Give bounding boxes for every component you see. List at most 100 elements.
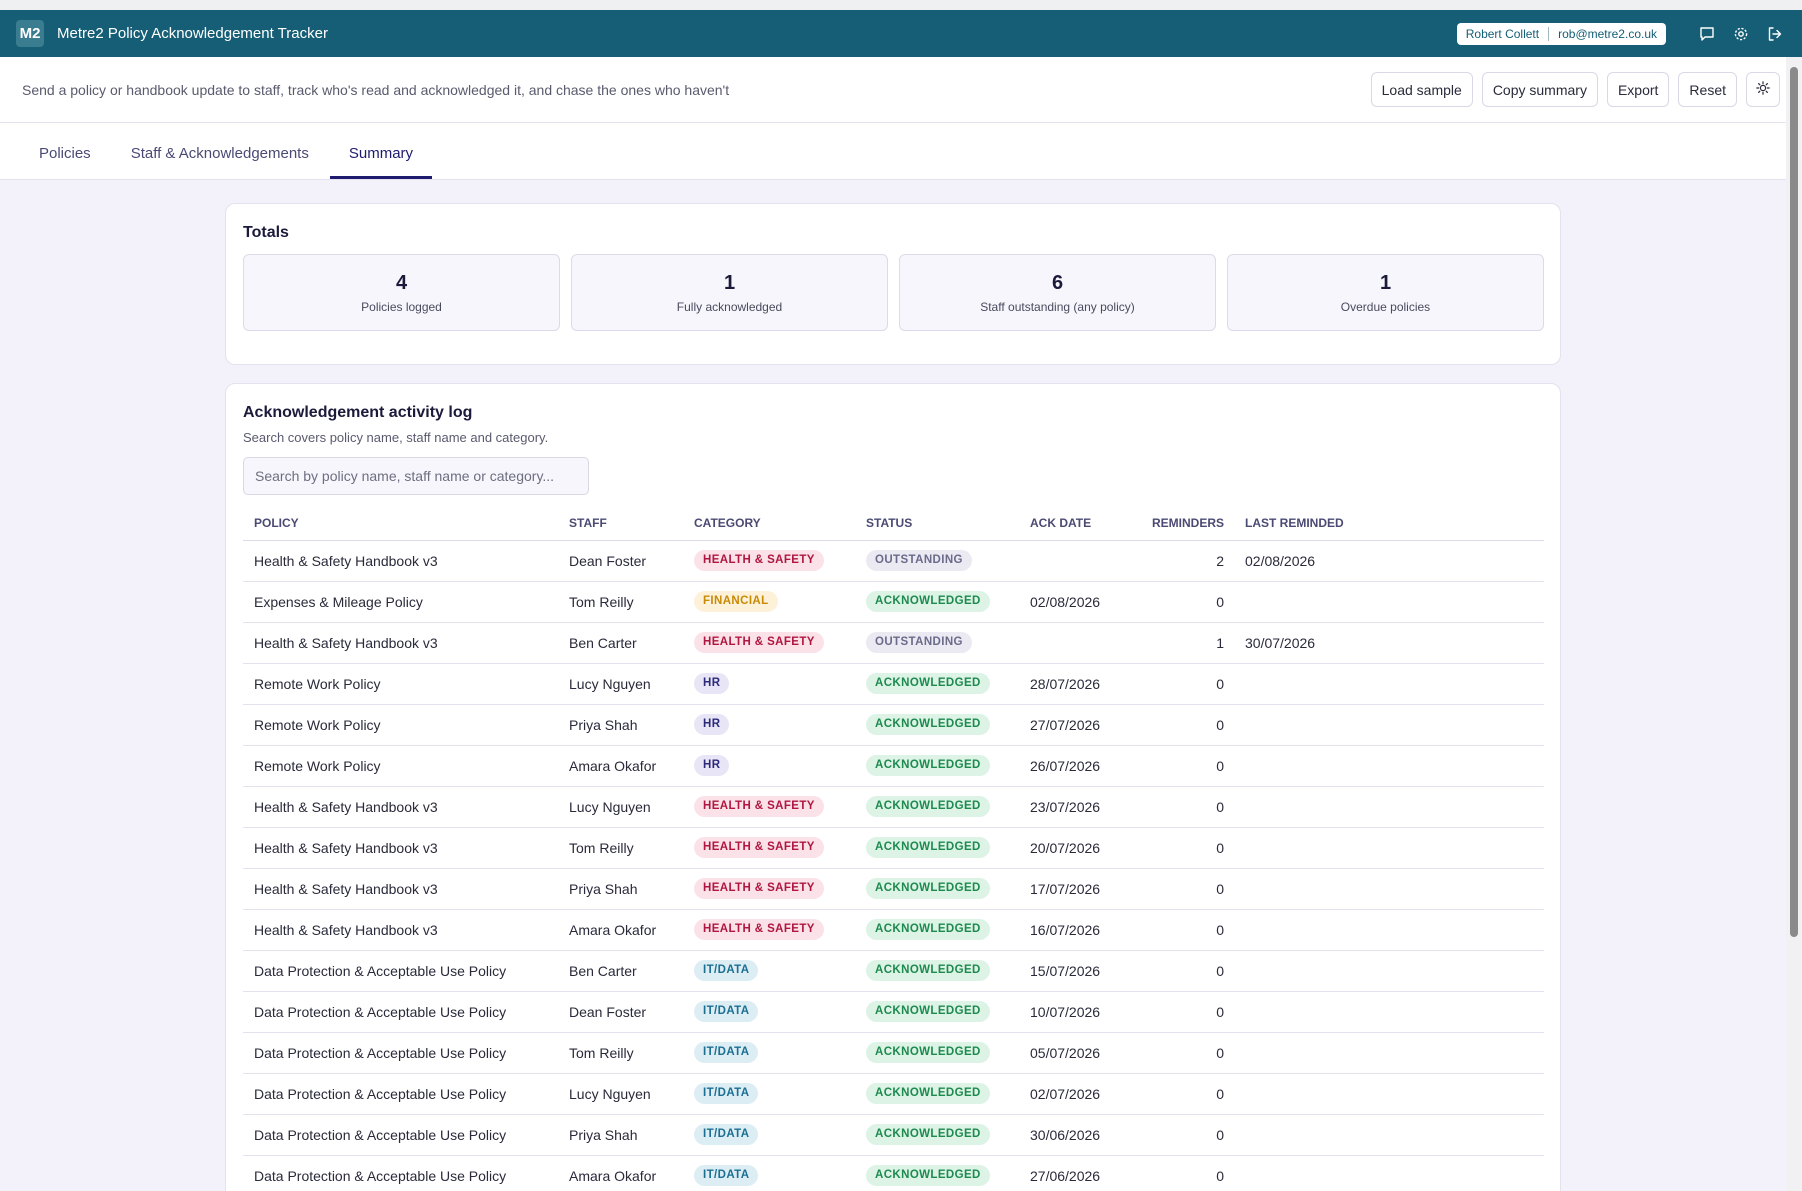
table-row[interactable]: Health & Safety Handbook v3 Tom Reilly HEA… <box>243 827 1544 869</box>
page-scrollbar[interactable] <box>1786 57 1802 1191</box>
table-row[interactable]: Remote Work Policy Amara Okafor HR ACKNOWLE… <box>243 745 1544 787</box>
status-badge: ACKNOWLEDGED <box>866 1083 990 1104</box>
cell-ack-date: 15/07/2026 <box>1019 950 1127 992</box>
stat-label: Overdue policies <box>1340 300 1431 314</box>
cell-policy: Health & Safety Handbook v3 <box>243 827 558 869</box>
stat-fully-acknowledged: 1 Fully acknowledged <box>571 254 888 331</box>
cell-last-reminded <box>1234 827 1544 869</box>
cell-policy: Remote Work Policy <box>243 704 558 746</box>
cell-policy: Remote Work Policy <box>243 663 558 705</box>
cell-last-reminded <box>1234 991 1544 1033</box>
column-header-staff[interactable]: STAFF <box>558 506 683 541</box>
cell-last-reminded <box>1234 704 1544 746</box>
table-row[interactable]: Data Protection & Acceptable Use Policy A… <box>243 1155 1544 1191</box>
cell-policy: Data Protection & Acceptable Use Policy <box>243 1032 558 1074</box>
cell-category: HEALTH & SAFETY <box>683 909 855 951</box>
chat-icon[interactable] <box>1696 23 1718 45</box>
table-row[interactable]: Health & Safety Handbook v3 Amara Okafor H… <box>243 909 1544 951</box>
scrollbar-thumb[interactable] <box>1790 67 1798 937</box>
table-row[interactable]: Data Protection & Acceptable Use Policy D… <box>243 991 1544 1033</box>
column-header-ack-date[interactable]: ACK DATE <box>1019 506 1127 541</box>
cell-reminders: 0 <box>1127 991 1234 1033</box>
cell-ack-date: 02/08/2026 <box>1019 581 1127 623</box>
copy-summary-button[interactable]: Copy summary <box>1481 72 1598 107</box>
cell-staff: Dean Foster <box>558 540 683 582</box>
table-row[interactable]: Remote Work Policy Lucy Nguyen HR ACKNOWLED… <box>243 663 1544 705</box>
cell-status: ACKNOWLEDGED <box>855 950 1019 992</box>
table-row[interactable]: Data Protection & Acceptable Use Policy T… <box>243 1032 1544 1074</box>
cell-staff: Tom Reilly <box>558 827 683 869</box>
reset-button[interactable]: Reset <box>1678 72 1737 107</box>
cell-ack-date: 16/07/2026 <box>1019 909 1127 951</box>
cell-staff: Amara Okafor <box>558 1155 683 1191</box>
column-header-reminders[interactable]: REMINDERS <box>1127 506 1234 541</box>
column-header-last-reminded[interactable]: LAST REMINDED <box>1234 506 1544 541</box>
table-row[interactable]: Health & Safety Handbook v3 Ben Carter HEA… <box>243 622 1544 664</box>
tab-summary[interactable]: Summary <box>329 145 433 179</box>
theme-toggle-button[interactable] <box>1746 72 1780 107</box>
cell-status: ACKNOWLEDGED <box>855 909 1019 951</box>
table-row[interactable]: Data Protection & Acceptable Use Policy P… <box>243 1114 1544 1156</box>
cell-category: HR <box>683 704 855 746</box>
table-row[interactable]: Data Protection & Acceptable Use Policy L… <box>243 1073 1544 1115</box>
logout-icon[interactable] <box>1764 23 1786 45</box>
cell-policy: Data Protection & Acceptable Use Policy <box>243 1155 558 1191</box>
export-button[interactable]: Export <box>1606 72 1670 107</box>
cell-reminders: 0 <box>1127 745 1234 787</box>
cell-reminders: 0 <box>1127 1032 1234 1074</box>
cell-policy: Data Protection & Acceptable Use Policy <box>243 950 558 992</box>
cell-last-reminded <box>1234 786 1544 828</box>
table-row[interactable]: Remote Work Policy Priya Shah HR ACKNOWLEDG… <box>243 704 1544 746</box>
search-hint: Search covers policy name, staff name an… <box>243 430 549 445</box>
stat-label: Fully acknowledged <box>676 300 783 314</box>
search-input[interactable] <box>243 457 589 495</box>
tab-staff-acknowledgements[interactable]: Staff & Acknowledgements <box>130 145 309 162</box>
stat-value: 6 <box>1051 272 1064 294</box>
status-badge: ACKNOWLEDGED <box>866 1001 990 1022</box>
table-row[interactable]: Health & Safety Handbook v3 Priya Shah HEA… <box>243 868 1544 910</box>
tab-policies[interactable]: Policies <box>39 145 91 162</box>
table-row[interactable]: Expenses & Mileage Policy Tom Reilly FINAN… <box>243 581 1544 623</box>
user-email: rob@metre2.co.uk <box>1558 26 1657 41</box>
cell-status: OUTSTANDING <box>855 540 1019 582</box>
cell-category: IT/DATA <box>683 1114 855 1156</box>
cell-last-reminded <box>1234 581 1544 623</box>
column-header-status[interactable]: STATUS <box>855 506 1019 541</box>
category-badge: FINANCIAL <box>694 591 778 612</box>
status-badge: ACKNOWLEDGED <box>866 919 990 940</box>
cell-staff: Tom Reilly <box>558 581 683 623</box>
category-badge: HEALTH & SAFETY <box>694 878 824 899</box>
totals-card: Totals 4 Policies logged 1 Fully acknowl… <box>225 203 1561 365</box>
load-sample-button[interactable]: Load sample <box>1370 72 1473 107</box>
cell-ack-date: 27/06/2026 <box>1019 1155 1127 1191</box>
stat-overdue-policies: 1 Overdue policies <box>1227 254 1544 331</box>
cell-staff: Priya Shah <box>558 868 683 910</box>
table-row[interactable]: Data Protection & Acceptable Use Policy B… <box>243 950 1544 992</box>
cell-status: ACKNOWLEDGED <box>855 1114 1019 1156</box>
gear-icon[interactable] <box>1730 23 1752 45</box>
cell-staff: Tom Reilly <box>558 1032 683 1074</box>
status-badge: ACKNOWLEDGED <box>866 591 990 612</box>
browser-top-strip <box>0 0 1802 10</box>
category-badge: IT/DATA <box>694 1124 759 1145</box>
cell-status: ACKNOWLEDGED <box>855 1032 1019 1074</box>
cell-category: IT/DATA <box>683 1032 855 1074</box>
cell-ack-date: 26/07/2026 <box>1019 745 1127 787</box>
cell-policy: Health & Safety Handbook v3 <box>243 786 558 828</box>
cell-status: ACKNOWLEDGED <box>855 868 1019 910</box>
cell-category: HR <box>683 663 855 705</box>
cell-policy: Expenses & Mileage Policy <box>243 581 558 623</box>
cell-ack-date: 05/07/2026 <box>1019 1032 1127 1074</box>
user-pill[interactable]: Robert Collett rob@metre2.co.uk <box>1456 22 1666 45</box>
table-row[interactable]: Health & Safety Handbook v3 Dean Foster HE… <box>243 540 1544 582</box>
cell-category: HEALTH & SAFETY <box>683 786 855 828</box>
table-row[interactable]: Health & Safety Handbook v3 Lucy Nguyen HE… <box>243 786 1544 828</box>
column-header-policy[interactable]: POLICY <box>243 506 558 541</box>
cell-reminders: 0 <box>1127 868 1234 910</box>
cell-ack-date: 27/07/2026 <box>1019 704 1127 746</box>
cell-last-reminded <box>1234 663 1544 705</box>
column-header-category[interactable]: CATEGORY <box>683 506 855 541</box>
status-badge: ACKNOWLEDGED <box>866 837 990 858</box>
cell-staff: Lucy Nguyen <box>558 786 683 828</box>
cell-status: ACKNOWLEDGED <box>855 745 1019 787</box>
